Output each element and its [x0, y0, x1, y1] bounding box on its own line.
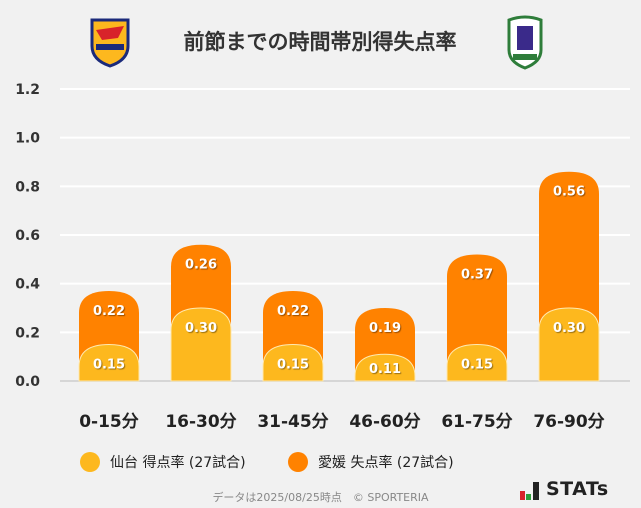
value-label-ehime: 0.22 — [277, 304, 309, 319]
stats-label: STATs — [546, 478, 609, 500]
legend-item-ehime: 愛媛 失点率 (27試合) — [288, 452, 454, 472]
legend-item-sendai: 仙台 得点率 (27試合) — [80, 452, 246, 472]
bar-sendai-scored — [170, 307, 232, 382]
x-tick-label: 0-15分 — [79, 412, 139, 432]
bar-chart: 0.0 0.2 0.4 0.6 0.8 1.0 1.2 0.22 0.15 0-15分 0.26 0.… — [15, 82, 630, 432]
chart-title: 前節までの時間帯別得失点率 — [183, 30, 457, 54]
y-tick-label: 0.4 — [15, 277, 40, 293]
legend-swatch-orange — [288, 452, 308, 472]
bar-sendai-scored — [262, 343, 324, 382]
x-tick-label: 61-75分 — [441, 412, 512, 432]
value-label-ehime: 0.56 — [553, 185, 585, 200]
value-label-sendai: 0.15 — [277, 358, 309, 373]
bar-sendai-scored — [78, 343, 140, 382]
value-label-ehime: 0.19 — [369, 321, 401, 336]
y-tick-label: 0.6 — [15, 228, 40, 244]
legend-swatch-yellow — [80, 452, 100, 472]
legend-label: 仙台 得点率 (27試合) — [110, 455, 246, 471]
value-label-sendai: 0.15 — [461, 358, 493, 373]
value-label-sendai: 0.30 — [553, 321, 585, 336]
stats-brand: STATs — [520, 478, 609, 500]
y-tick-label: 1.2 — [15, 82, 40, 98]
stats-logo-icon — [520, 482, 539, 500]
value-label-sendai: 0.11 — [369, 362, 401, 377]
value-label-sendai: 0.15 — [93, 358, 125, 373]
value-label-ehime: 0.26 — [185, 258, 217, 273]
x-tick-label: 16-30分 — [165, 412, 236, 432]
x-tick-label: 46-60分 — [349, 412, 420, 432]
footer-note: データは2025/08/25時点 © SPORTERIA — [212, 491, 429, 504]
x-tick-label: 31-45分 — [257, 412, 328, 432]
sendai-logo — [90, 18, 130, 68]
bar-sendai-scored — [446, 343, 508, 382]
y-tick-label: 0.8 — [15, 179, 40, 195]
value-label-ehime: 0.22 — [93, 304, 125, 319]
x-tick-label: 76-90分 — [533, 412, 604, 432]
value-label-ehime: 0.37 — [461, 267, 493, 282]
y-tick-label: 0.2 — [15, 325, 40, 341]
bar-sendai-scored — [538, 307, 600, 382]
ehime-logo — [507, 15, 543, 70]
legend-label: 愛媛 失点率 (27試合) — [318, 455, 454, 471]
y-tick-label: 1.0 — [15, 131, 40, 147]
bar-sendai-scored — [354, 353, 416, 382]
value-label-sendai: 0.30 — [185, 321, 217, 336]
y-tick-label: 0.0 — [15, 374, 40, 390]
